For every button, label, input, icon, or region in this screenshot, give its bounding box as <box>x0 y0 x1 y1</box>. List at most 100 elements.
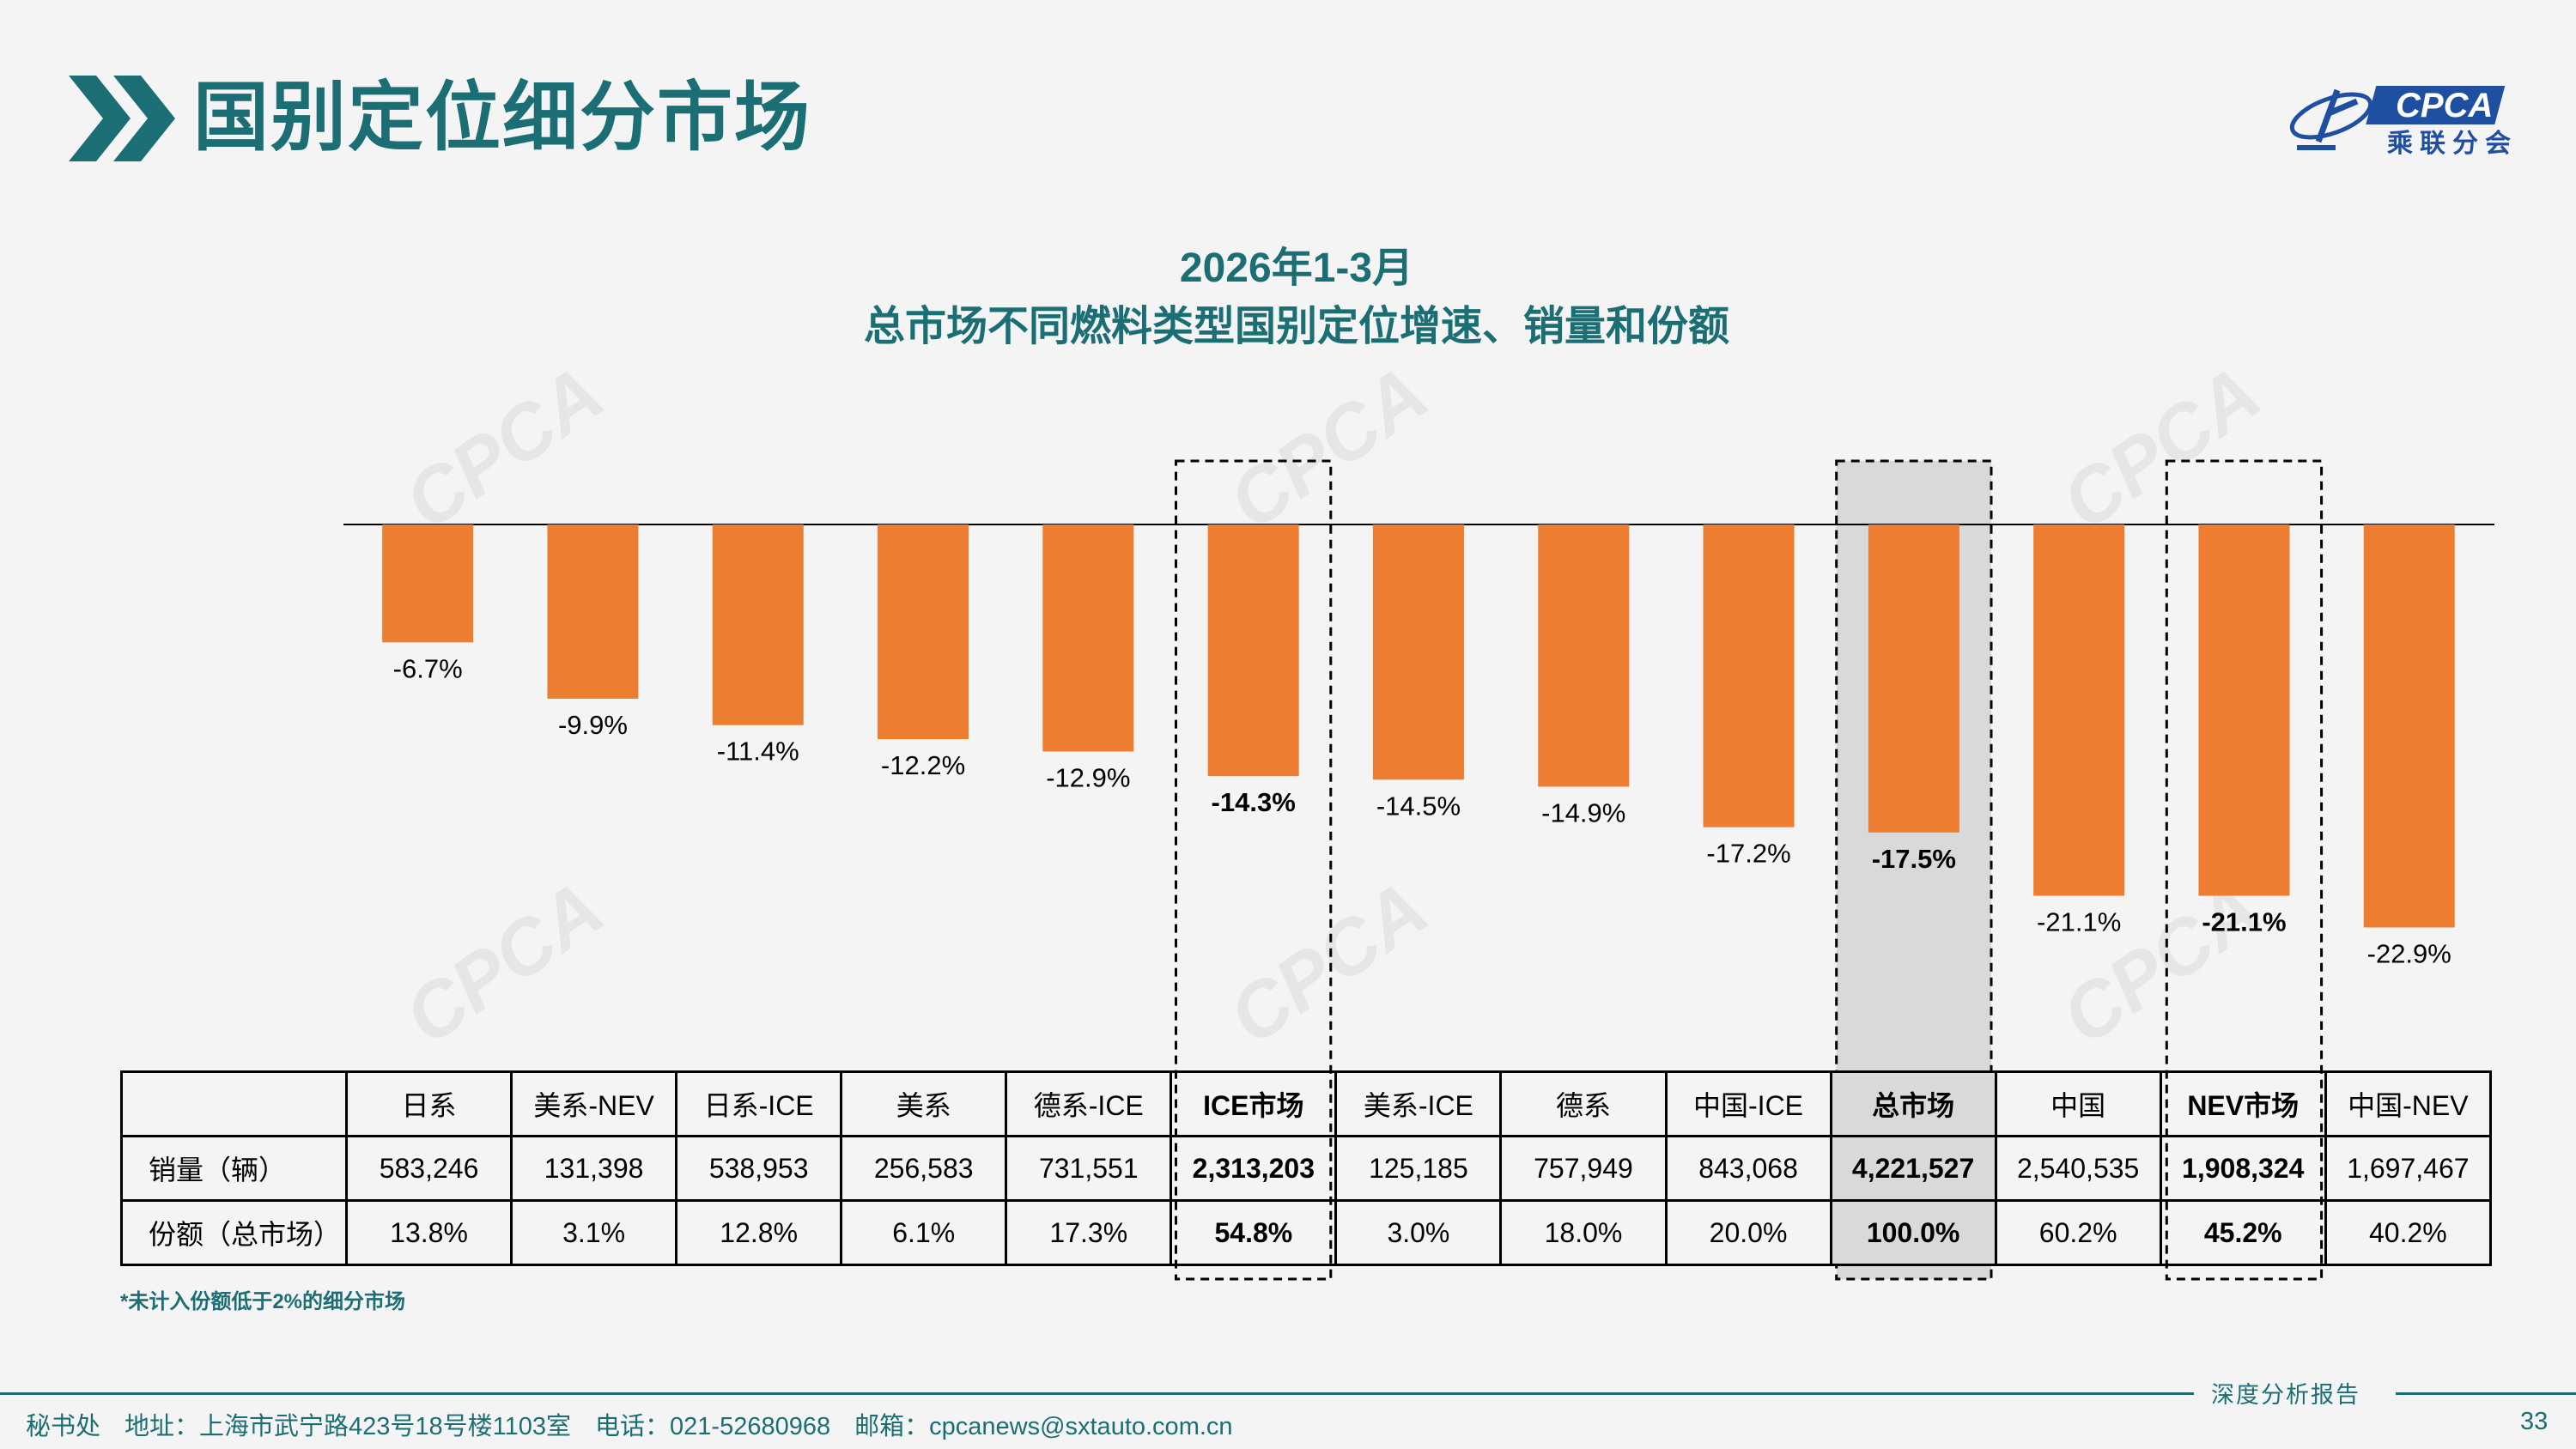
table-cell: 125,185 <box>1334 1135 1503 1202</box>
bar <box>712 524 804 725</box>
footnote: *未计入份额低于2%的细分市场 <box>120 1290 406 1313</box>
page-title: 国别定位细分市场 <box>193 75 812 160</box>
table-row: 销量（辆） 583,246 131,398 538,953 256,583 731,551… <box>120 1135 2493 1202</box>
table-cell: 731,551 <box>1005 1135 1173 1202</box>
bar <box>1538 524 1630 787</box>
bar <box>878 524 969 740</box>
table-cell: 6.1% <box>840 1199 1008 1266</box>
table-cell: 20.0% <box>1664 1199 1832 1266</box>
chart-subtitle: 总市场不同燃料类型国别定位增速、销量和份额 <box>863 304 1729 349</box>
table-header-cell: 日系-ICE <box>675 1070 843 1137</box>
footer-email: 邮箱：cpcanews@sxtauto.com.cn <box>854 1413 1233 1440</box>
table-cell: 54.8% <box>1170 1199 1338 1266</box>
table-cell: 40.2% <box>2324 1199 2493 1266</box>
footer-address: 地址：上海市武宁路423号18号楼1103室 <box>125 1413 572 1440</box>
table-header-cell: 美系-NEV <box>510 1070 678 1137</box>
table-cell: 45.2% <box>2159 1199 2327 1266</box>
table-cell: 538,953 <box>675 1135 843 1202</box>
table-cell: 757,949 <box>1499 1135 1668 1202</box>
logo-chinese-text: 乘联分会 <box>2387 130 2518 158</box>
table-header-cell: 中国 <box>1994 1070 2162 1137</box>
bar <box>2363 524 2455 928</box>
watermark-text: CPCA <box>390 350 618 546</box>
footer-phone: 电话：021-52680968 <box>595 1413 831 1440</box>
bar <box>547 524 639 699</box>
bar <box>1703 524 1795 828</box>
table-corner-cell <box>120 1070 348 1137</box>
highlight-box <box>2165 459 2324 1281</box>
data-label: -14.5% <box>1376 791 1461 821</box>
data-label: -12.2% <box>881 750 965 780</box>
table-header-cell: 德系-ICE <box>1005 1070 1173 1137</box>
logo-text: CPCA <box>2396 87 2493 124</box>
table-cell: 3.0% <box>1334 1199 1503 1266</box>
table-cell: 256,583 <box>840 1135 1008 1202</box>
table-cell: 131,398 <box>510 1135 678 1202</box>
table-header-cell: 日系 <box>344 1070 513 1137</box>
bar <box>382 524 474 643</box>
data-label: -12.9% <box>1046 762 1130 792</box>
data-label: -21.1% <box>2202 907 2286 937</box>
header-chevrons-icon <box>69 76 175 161</box>
data-label: -6.7% <box>393 653 463 683</box>
table-cell: 843,068 <box>1664 1135 1832 1202</box>
table-header-row: 日系 美系-NEV 日系-ICE 美系 德系-ICE ICE市场 美系-ICE 德系 中国-IC… <box>120 1070 2493 1137</box>
table-cell: 17.3% <box>1005 1199 1173 1266</box>
table-cell: 4,221,527 <box>1829 1135 1997 1202</box>
footer-contact: 秘书处 地址：上海市武宁路423号18号楼1103室 电话：021-52680968… <box>26 1406 1257 1442</box>
labels-layer: -6.7% -9.9% -11.4% -12.2% -12.9% -14.3% -14.5%… <box>393 653 2451 968</box>
footer-line-left <box>0 1392 2194 1395</box>
bar <box>1868 524 1959 833</box>
report-label: 深度分析报告 <box>2211 1382 2360 1409</box>
data-label: -22.9% <box>2367 938 2451 968</box>
data-label: -11.4% <box>717 737 799 767</box>
table-cell: 18.0% <box>1499 1199 1668 1266</box>
table-header-cell: 美系-ICE <box>1334 1070 1503 1137</box>
table-cell: 583,246 <box>344 1135 513 1202</box>
footer-line-right <box>2396 1392 2576 1395</box>
watermark-text: CPCA <box>2047 350 2275 546</box>
table-cell: 13.8% <box>344 1199 513 1266</box>
data-label: -17.2% <box>1706 839 1790 869</box>
data-label: -21.1% <box>2037 907 2121 937</box>
bar <box>2033 524 2125 896</box>
watermark-text: CPCA <box>1214 865 1443 1061</box>
bars-layer <box>382 524 2455 928</box>
data-label: -14.3% <box>1212 787 1296 817</box>
table-header-cell: 总市场 <box>1829 1070 1997 1137</box>
cpca-logo: CPCA <box>2289 86 2506 150</box>
highlight-box <box>1835 459 1993 1281</box>
table-row-header: 销量（辆） <box>120 1135 348 1202</box>
table-header-cell: 中国-NEV <box>2324 1070 2493 1137</box>
data-label: -14.9% <box>1541 797 1625 828</box>
page-number: 33 <box>2520 1408 2549 1435</box>
highlight-boxes <box>1175 459 2324 1281</box>
data-table: 日系 美系-NEV 日系-ICE 美系 德系-ICE ICE市场 美系-ICE 德系 中国-IC… <box>120 1070 2493 1266</box>
table-header-cell: 中国-ICE <box>1664 1070 1832 1137</box>
highlight-box <box>1175 459 1333 1281</box>
table-cell: 2,313,203 <box>1170 1135 1338 1202</box>
table-cell: 2,540,535 <box>1994 1135 2162 1202</box>
watermark-text: CPCA <box>1214 350 1443 546</box>
table-row-header: 份额（总市场） <box>120 1199 348 1266</box>
bar <box>1042 524 1134 752</box>
bar <box>1207 524 1299 777</box>
table-header-cell: 美系 <box>840 1070 1008 1137</box>
table-cell: 3.1% <box>510 1199 678 1266</box>
footer-org: 秘书处 <box>26 1413 101 1440</box>
table-cell: 12.8% <box>675 1199 843 1266</box>
table-cell: 1,697,467 <box>2324 1135 2493 1202</box>
data-label: -17.5% <box>1872 844 1956 874</box>
table-row: 份额（总市场） 13.8% 3.1% 12.8% 6.1% 17.3% 54.8% 3.0% 1… <box>120 1199 2493 1266</box>
chart-title: 2026年1-3月 <box>1179 246 1414 291</box>
bar <box>1372 524 1464 780</box>
table-header-cell: ICE市场 <box>1170 1070 1338 1137</box>
table-cell: 1,908,324 <box>2159 1135 2327 1202</box>
watermark-text: CPCA <box>390 865 618 1061</box>
data-label: -9.9% <box>558 710 628 740</box>
table-cell: 60.2% <box>1994 1199 2162 1266</box>
table-header-cell: NEV市场 <box>2159 1070 2327 1137</box>
bar <box>2198 524 2290 896</box>
